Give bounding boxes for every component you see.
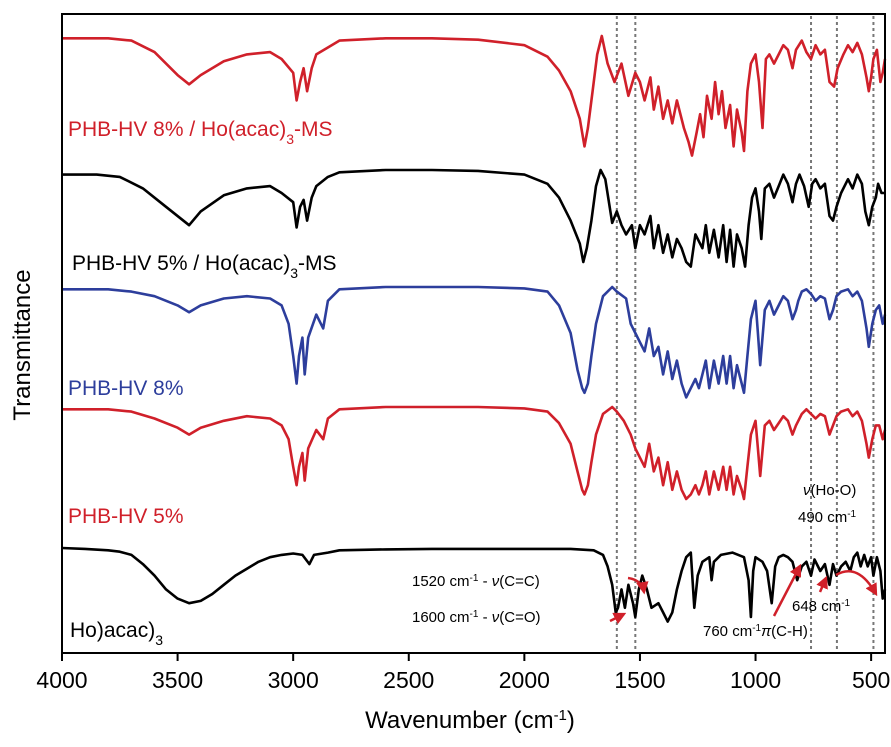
annotation-arrows [609, 563, 878, 625]
series-line-4 [61, 546, 887, 623]
x-axis: 4000 3500 3000 2500 2000 1500 1000 500 [36, 653, 890, 693]
arrow-648 [816, 575, 828, 593]
series-line-0 [62, 34, 887, 157]
arrow-1520 [627, 576, 649, 595]
x-tick-label-500: 500 [852, 667, 890, 693]
series-layer [61, 34, 887, 623]
annot-648: 648 cm-1 [792, 598, 851, 616]
x-tick-label-2500: 2500 [383, 667, 434, 693]
x-tick-label-3500: 3500 [152, 667, 203, 693]
arrow-1600 [609, 612, 627, 625]
annot-760: 760 cm-1π(C-H) [703, 623, 808, 641]
annot-1520: 1520 cm-1 - ν(C=C) [412, 573, 540, 591]
x-tick-label-1000: 1000 [730, 667, 781, 693]
series-label-phbhv8: PHB-HV 8% [68, 377, 184, 400]
x-tick-label-2000: 2000 [499, 667, 550, 693]
series-label-phbhv5-ms: PHB-HV 5% / Ho(acac)3-MS [72, 252, 337, 281]
reference-lines [615, 16, 875, 651]
series-line-1 [62, 168, 885, 268]
x-tick-label-1500: 1500 [614, 667, 665, 693]
x-tick-label-4000: 4000 [36, 667, 87, 693]
arrow-760 [772, 563, 802, 617]
y-axis-title: Transmittance [9, 269, 36, 420]
series-line-2 [62, 285, 887, 399]
x-axis-title: Wavenumber (cm-1) [365, 707, 575, 735]
arrow-490 [835, 570, 878, 597]
annot-ho-o-value: 490 cm-1 [798, 509, 857, 527]
series-label-hoacac3: Ho)acac)3 [70, 619, 163, 648]
series-label-phbhv5: PHB-HV 5% [68, 505, 184, 528]
x-tick-label-3000: 3000 [268, 667, 319, 693]
annot-1600: 1600 cm-1 - ν(C=O) [412, 609, 541, 627]
series-label-phbhv8-ms: PHB-HV 8% / Ho(acac)3-MS [68, 118, 333, 147]
series-line-3 [62, 405, 887, 501]
annot-ho-o-mode: ν(Ho-O) [803, 482, 856, 499]
plot-frame [61, 13, 886, 654]
